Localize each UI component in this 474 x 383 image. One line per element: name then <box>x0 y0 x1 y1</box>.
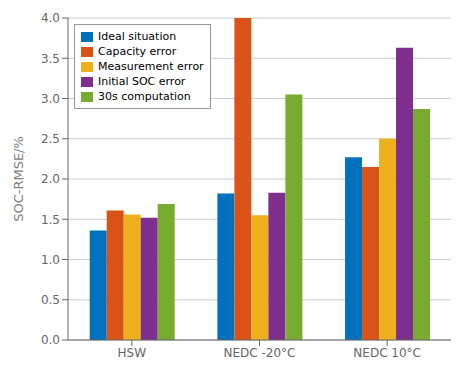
svg-text:2.0: 2.0 <box>41 172 60 186</box>
svg-text:0.5: 0.5 <box>41 293 60 307</box>
svg-text:3.0: 3.0 <box>41 92 60 106</box>
html-text:Initial SOC error: Initial SOC error <box>98 75 186 88</box>
svg-text:NEDC 10°C: NEDC 10°C <box>353 346 421 360</box>
html-text:Measurement error: Measurement error <box>98 60 204 73</box>
svg-text:3.5: 3.5 <box>41 52 60 66</box>
html-text:Ideal situation: Ideal situation <box>98 30 177 43</box>
svg-text:NEDC -20°C: NEDC -20°C <box>224 346 296 360</box>
svg-text:1.5: 1.5 <box>41 213 60 227</box>
svg-text:HSW: HSW <box>118 346 147 360</box>
svg-text:SOC-RMSE/%: SOC-RMSE/% <box>11 136 26 222</box>
svg-text:1.0: 1.0 <box>41 253 60 267</box>
svg-text:4.0: 4.0 <box>41 11 60 25</box>
svg-text:2.5: 2.5 <box>41 132 60 146</box>
html-text:Capacity error: Capacity error <box>98 45 177 58</box>
html-text:30s computation: 30s computation <box>98 90 191 103</box>
svg-text:0.0: 0.0 <box>41 333 60 347</box>
